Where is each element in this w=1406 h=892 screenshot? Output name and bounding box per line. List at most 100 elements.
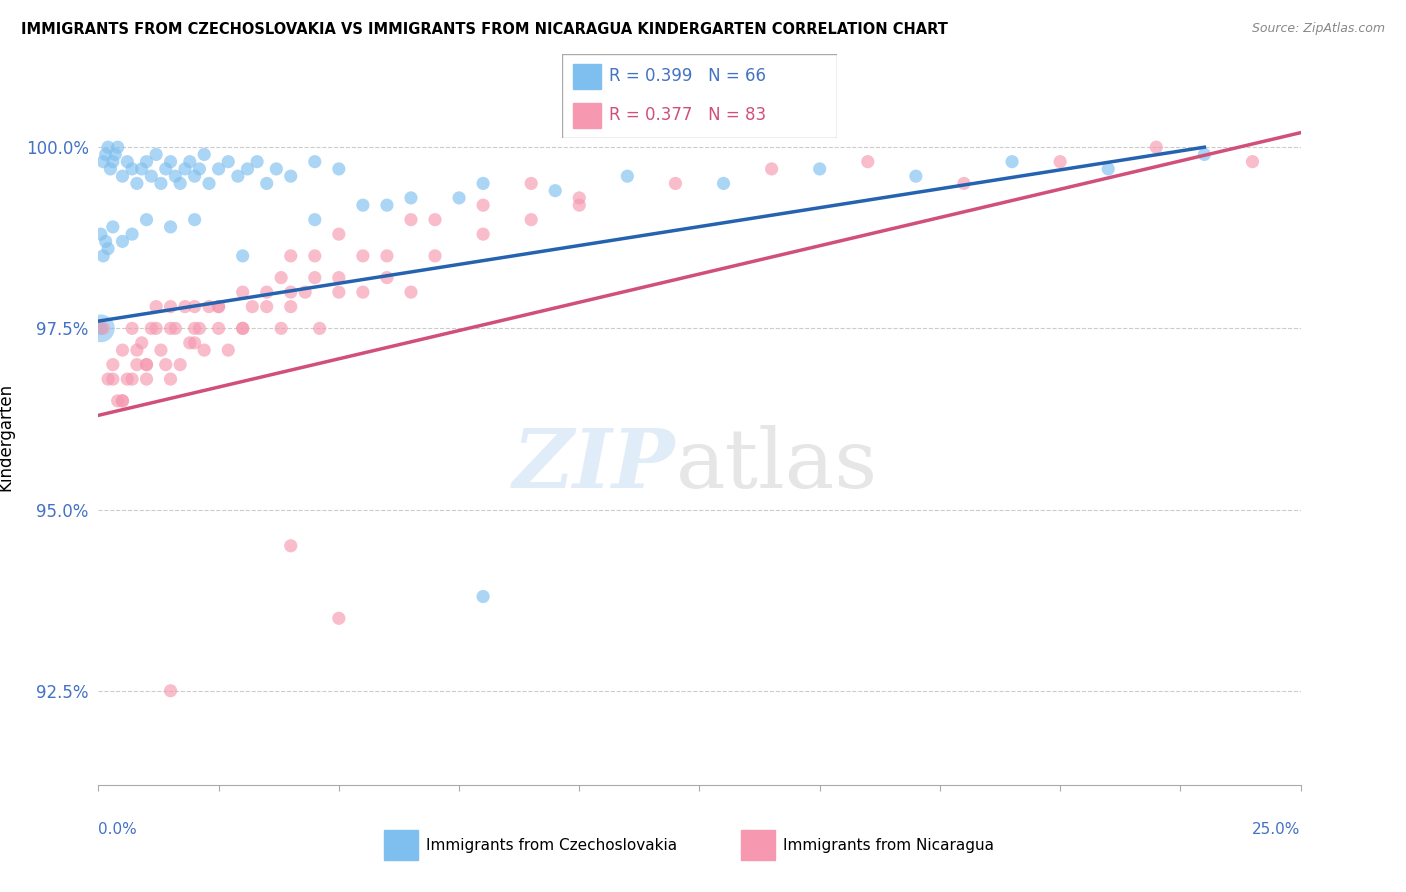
Point bbox=[232, 321, 254, 335]
Point bbox=[375, 249, 398, 263]
Bar bbox=[574, 63, 600, 89]
Point bbox=[568, 198, 591, 212]
Point bbox=[256, 300, 278, 314]
Point bbox=[179, 154, 201, 169]
Point bbox=[111, 169, 134, 184]
Point bbox=[308, 321, 330, 335]
Point bbox=[101, 219, 124, 234]
Point bbox=[904, 169, 927, 184]
Point bbox=[121, 161, 143, 176]
Point bbox=[304, 249, 326, 263]
Point bbox=[266, 161, 288, 176]
Point bbox=[256, 285, 278, 300]
Point bbox=[208, 161, 231, 176]
Point bbox=[149, 177, 172, 191]
Point bbox=[159, 683, 181, 698]
Point bbox=[568, 191, 591, 205]
Point bbox=[217, 154, 239, 169]
Point bbox=[232, 249, 254, 263]
Text: Source: ZipAtlas.com: Source: ZipAtlas.com bbox=[1251, 22, 1385, 36]
Point bbox=[236, 161, 259, 176]
Point bbox=[159, 372, 181, 386]
Point bbox=[232, 321, 254, 335]
Point bbox=[131, 161, 153, 176]
Point bbox=[447, 191, 470, 205]
Point bbox=[97, 140, 120, 154]
Point bbox=[111, 235, 134, 249]
Point bbox=[101, 154, 124, 169]
Point bbox=[135, 372, 157, 386]
Point bbox=[125, 358, 148, 372]
Point bbox=[1097, 161, 1119, 176]
Text: IMMIGRANTS FROM CZECHOSLOVAKIA VS IMMIGRANTS FROM NICARAGUA KINDERGARTEN CORRELA: IMMIGRANTS FROM CZECHOSLOVAKIA VS IMMIGR… bbox=[21, 22, 948, 37]
Point bbox=[90, 227, 112, 241]
Point bbox=[280, 539, 302, 553]
Text: R = 0.377   N = 83: R = 0.377 N = 83 bbox=[609, 106, 766, 124]
Point bbox=[399, 285, 422, 300]
Point bbox=[159, 219, 181, 234]
Point bbox=[91, 321, 114, 335]
Point bbox=[90, 321, 112, 335]
Point bbox=[111, 393, 134, 408]
Point bbox=[188, 321, 211, 335]
Point bbox=[399, 212, 422, 227]
Point bbox=[97, 242, 120, 256]
Point bbox=[135, 212, 157, 227]
Point bbox=[226, 169, 249, 184]
Point bbox=[240, 300, 263, 314]
Point bbox=[856, 154, 879, 169]
Point bbox=[808, 161, 831, 176]
Point bbox=[135, 358, 157, 372]
Point bbox=[183, 212, 205, 227]
Text: 25.0%: 25.0% bbox=[1253, 822, 1301, 837]
Point bbox=[183, 335, 205, 350]
Point bbox=[270, 321, 292, 335]
Point bbox=[117, 154, 139, 169]
Point bbox=[145, 300, 167, 314]
Point bbox=[107, 140, 129, 154]
Point bbox=[94, 147, 117, 161]
Point bbox=[328, 161, 350, 176]
Text: ZIP: ZIP bbox=[513, 425, 675, 505]
Point bbox=[280, 169, 302, 184]
Point bbox=[155, 161, 177, 176]
Point bbox=[328, 227, 350, 241]
Point bbox=[155, 358, 177, 372]
Point bbox=[165, 321, 187, 335]
Point bbox=[188, 161, 211, 176]
Point bbox=[198, 177, 221, 191]
Point bbox=[125, 343, 148, 357]
Point bbox=[208, 321, 231, 335]
Point bbox=[141, 169, 163, 184]
Point bbox=[713, 177, 735, 191]
Point bbox=[97, 372, 120, 386]
Point bbox=[183, 321, 205, 335]
Point bbox=[375, 270, 398, 285]
Point bbox=[179, 335, 201, 350]
Point bbox=[91, 249, 114, 263]
Point bbox=[375, 198, 398, 212]
Point bbox=[280, 249, 302, 263]
Point bbox=[101, 358, 124, 372]
FancyBboxPatch shape bbox=[562, 54, 837, 138]
Point bbox=[472, 198, 495, 212]
Point bbox=[131, 335, 153, 350]
Point bbox=[208, 300, 231, 314]
Point bbox=[544, 184, 567, 198]
Point bbox=[100, 161, 122, 176]
Point bbox=[294, 285, 316, 300]
Point bbox=[117, 372, 139, 386]
Point bbox=[270, 270, 292, 285]
Text: Immigrants from Nicaragua: Immigrants from Nicaragua bbox=[783, 838, 994, 853]
Point bbox=[208, 300, 231, 314]
Point bbox=[104, 147, 127, 161]
Text: 0.0%: 0.0% bbox=[98, 822, 138, 837]
Point bbox=[183, 169, 205, 184]
Point bbox=[352, 249, 374, 263]
Bar bbox=[384, 830, 419, 860]
Point bbox=[159, 154, 181, 169]
Point bbox=[1194, 147, 1216, 161]
Point bbox=[520, 177, 543, 191]
Point bbox=[246, 154, 269, 169]
Point bbox=[111, 343, 134, 357]
